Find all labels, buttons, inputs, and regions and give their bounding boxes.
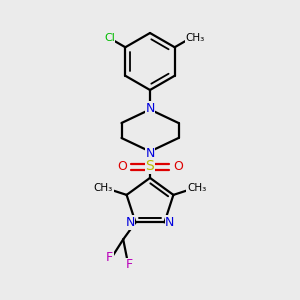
Text: CH₃: CH₃ bbox=[187, 183, 206, 193]
Text: CH₃: CH₃ bbox=[185, 33, 205, 43]
Text: F: F bbox=[106, 251, 113, 264]
Text: S: S bbox=[146, 160, 154, 173]
Text: O: O bbox=[117, 160, 127, 173]
Text: O: O bbox=[173, 160, 183, 173]
Text: Cl: Cl bbox=[104, 33, 115, 43]
Text: F: F bbox=[126, 258, 133, 272]
Text: N: N bbox=[165, 216, 175, 229]
Text: N: N bbox=[145, 101, 155, 115]
Text: CH₃: CH₃ bbox=[94, 183, 113, 193]
Text: N: N bbox=[145, 146, 155, 160]
Text: N: N bbox=[125, 216, 135, 229]
